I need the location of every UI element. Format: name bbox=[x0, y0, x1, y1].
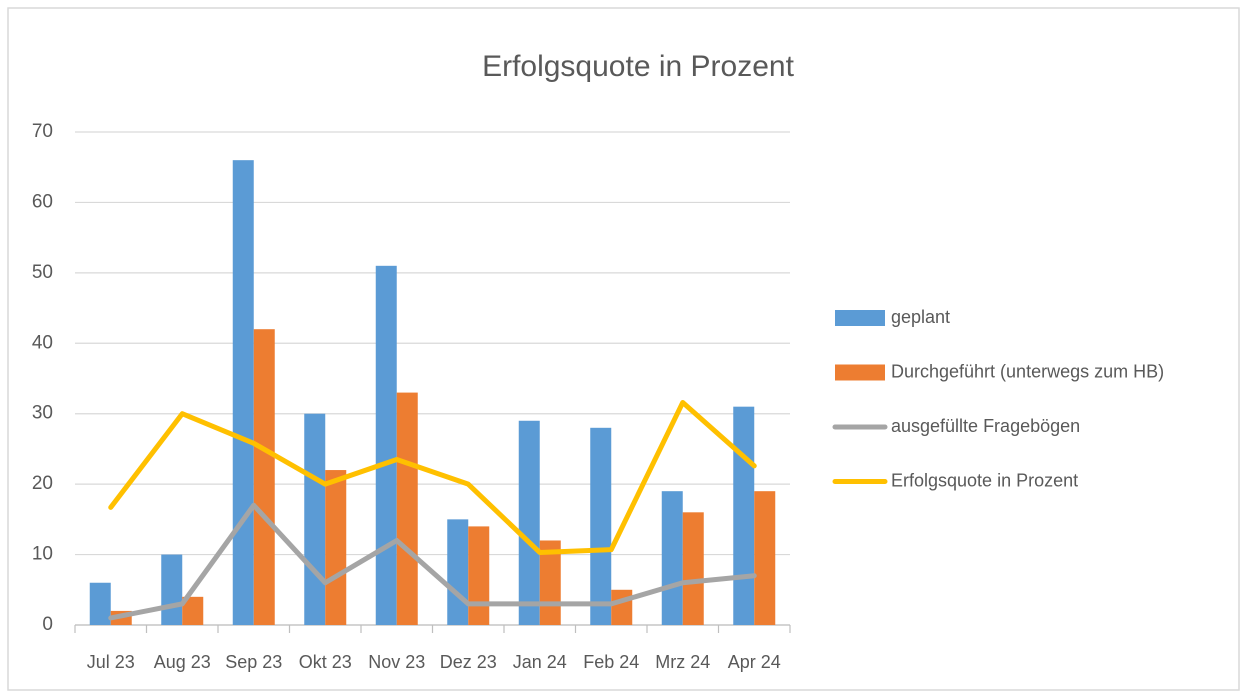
bar bbox=[518, 420, 540, 625]
x-tick-label: Mrz 24 bbox=[655, 652, 710, 672]
x-tick-label: Jul 23 bbox=[87, 652, 135, 672]
line-series bbox=[108, 399, 757, 555]
legend-label: Erfolgsquote in Prozent bbox=[891, 470, 1078, 490]
legend-label: ausgefüllte Fragebögen bbox=[891, 416, 1080, 436]
bar bbox=[447, 519, 469, 625]
y-tick-label: 0 bbox=[42, 614, 53, 635]
y-tick-label: 40 bbox=[32, 332, 53, 353]
bar bbox=[661, 491, 683, 625]
y-tick-label: 70 bbox=[32, 121, 53, 142]
chart-title: Erfolgsquote in Prozent bbox=[482, 50, 795, 83]
y-tick-label: 10 bbox=[32, 544, 53, 565]
legend-swatch bbox=[835, 310, 885, 326]
x-tick-label: Nov 23 bbox=[368, 652, 425, 672]
bar bbox=[182, 596, 204, 625]
line-series bbox=[108, 502, 757, 621]
x-tick-label: Feb 24 bbox=[583, 652, 639, 672]
legend-label: Durchgeführt (unterwegs zum HB) bbox=[891, 361, 1164, 381]
chart-frame bbox=[7, 7, 1240, 691]
bar bbox=[161, 554, 183, 625]
bar bbox=[232, 160, 254, 625]
x-tick-label: Aug 23 bbox=[154, 652, 211, 672]
y-tick-label: 60 bbox=[32, 191, 53, 212]
legend-swatch bbox=[835, 364, 885, 381]
bar bbox=[682, 512, 704, 625]
x-tick-label: Sep 23 bbox=[225, 652, 282, 672]
bar bbox=[396, 392, 418, 625]
bar bbox=[468, 526, 490, 625]
bar bbox=[375, 265, 397, 625]
bar bbox=[304, 413, 326, 625]
bar bbox=[611, 589, 633, 625]
x-tick-label: Jan 24 bbox=[513, 652, 567, 672]
bar bbox=[253, 329, 275, 625]
bar bbox=[590, 427, 612, 625]
x-tick-label: Okt 23 bbox=[299, 652, 352, 672]
x-tick-label: Apr 24 bbox=[728, 652, 781, 672]
y-tick-label: 30 bbox=[32, 403, 53, 424]
bar bbox=[733, 406, 755, 625]
y-tick-label: 50 bbox=[32, 262, 53, 283]
bar bbox=[89, 582, 111, 625]
y-tick-label: 20 bbox=[32, 473, 53, 494]
x-tick-label: Dez 23 bbox=[440, 652, 497, 672]
bar bbox=[754, 491, 776, 625]
bar bbox=[325, 470, 347, 625]
legend-label: geplant bbox=[891, 307, 950, 327]
